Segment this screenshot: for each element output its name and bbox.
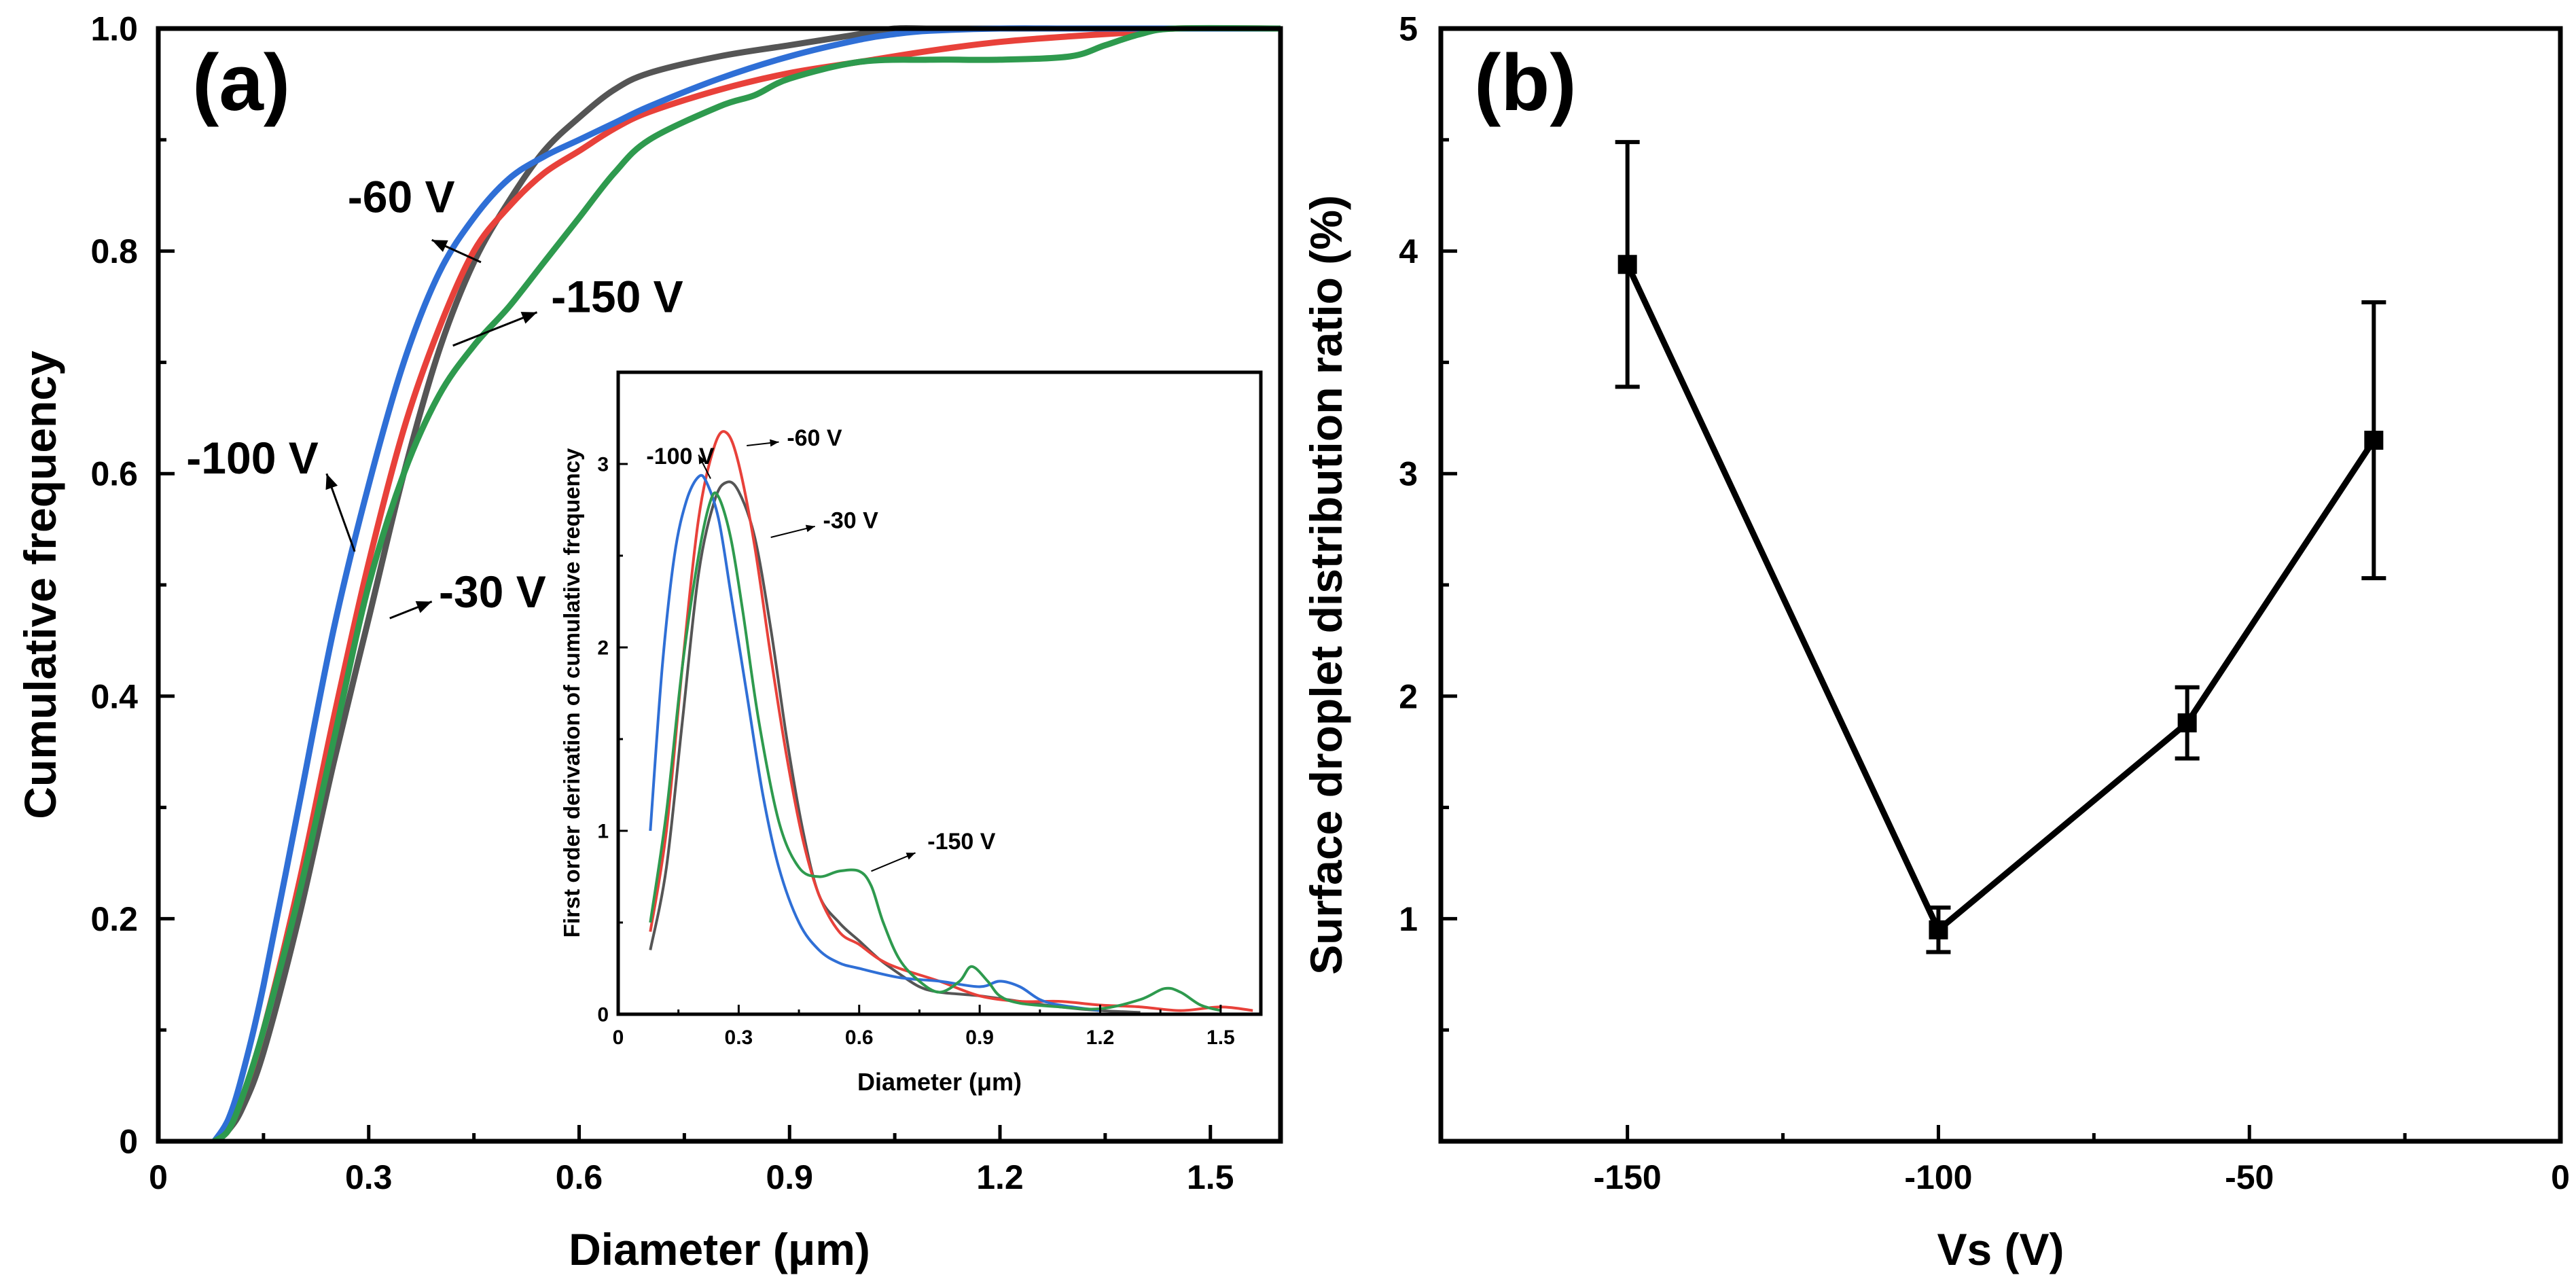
panel-b-x-tick-label: -50 [2225,1158,2274,1196]
inset-annotation-group: -100 V-60 V-30 V-150 V [646,425,996,872]
panel-a-frame [156,26,1283,1144]
inset-series-60-v [649,430,1253,1012]
inset-series-150-v [649,491,1221,1012]
panel-a-label-30v: -30 V [439,567,546,617]
inset-label-150v: -150 V [927,829,995,855]
panel-a-y-tick-label: 0 [119,1123,138,1161]
panel-a-annotation-group: -60 V -150 V -100 V -30 V [186,171,683,620]
panel-a-axes-group: 0 0.3 0.6 0.9 1.2 1.5 0 0.2 0.4 0.6 0.8 1.0 [90,10,1234,1197]
panel-b-frame [1438,26,2563,1144]
panel-a-label-60v: -60 V [348,171,455,221]
panel-b-x-tick-label: 0 [2551,1158,2570,1196]
inset-x-tick-label: 0.9 [965,1026,994,1049]
panel-b-x-tick-label: -150 [1594,1158,1662,1196]
panel-a-arrow-150v-head [520,312,537,324]
inset-arrow-30v-head [805,524,815,533]
inset-label-60v: -60 V [787,425,842,451]
panel-a-cumulative-chart: 0 0.3 0.6 0.9 1.2 1.5 0 0.2 0.4 0.6 0.8 1.0 (a) Dia… [15,10,1283,1274]
panel-a-arrow-150v-line [452,311,538,347]
panel-b-y-axis-title: Surface droplet distribution ratio (%) [1301,195,1351,975]
panel-a-label: (a) [192,38,290,128]
panel-b-x-axis-title: Vs (V) [1937,1224,2064,1274]
inset-x-tick-label: 0.3 [725,1026,753,1049]
panel-a-label-100v: -100 V [186,433,318,483]
panel-a-x-axis-title: Diameter (μm) [569,1224,870,1274]
panel-a-y-tick-label: 0.2 [90,900,138,938]
inset-frame [616,370,1263,1016]
panel-a-x-tick-label: 1.5 [1187,1158,1234,1196]
panel-a-x-tick-label: 0.9 [766,1158,813,1196]
inset-y-tick-label: 3 [597,454,609,476]
panel-b-y-tick-label: 3 [1399,455,1418,493]
inset-x-tick-label: 1.5 [1206,1026,1235,1049]
panel-a-label-150v: -150 V [551,272,683,322]
panel-a-arrow-30v-head [415,601,432,613]
inset-x-tick-label: 1.2 [1086,1026,1115,1049]
panel-b-x-tick-label: -100 [1904,1158,1972,1196]
panel-b-droplet-ratio-chart: -150 -100 -50 0 1 2 3 4 5 (b) Vs (V) Surface dro… [1301,10,2570,1275]
panel-b-data-point [2177,713,2197,733]
panel-a-series-150-v [212,24,1281,1144]
inset-x-tick-label: 0.6 [845,1026,874,1049]
inset-y-tick-label: 0 [597,1004,609,1026]
inset-background [615,372,1262,1014]
panel-b-data-point [1929,920,1948,940]
panel-a-x-tick-label: 0 [149,1158,168,1196]
inset-series-30-v [649,480,1141,1014]
panel-a-y-axis-title: Cumulative frequency [15,351,65,819]
inset-label-30v: -30 V [823,508,879,534]
panel-a-y-tick-label: 0.8 [90,232,138,270]
panel-a-x-tick-label: 0.3 [345,1158,393,1196]
panel-a-x-tick-label: 0.6 [556,1158,603,1196]
inset-arrow-150v-head [906,853,916,860]
inset-series-group [649,430,1253,1014]
panel-a-y-tick-label: 1.0 [90,10,138,48]
panel-a-arrow-100v-head [325,473,338,490]
panel-a-inset-chart: 0 0.3 0.6 0.9 1.2 1.5 0 1 2 3 Diameter (μm) First… [559,370,1263,1096]
inset-y-tick-label: 2 [597,637,609,660]
panel-b-y-tick-label: 2 [1399,677,1418,715]
panel-a-arrow-60v-head [431,240,448,252]
inset-arrow-100v-head [698,454,706,465]
panel-b-y-tick-label: 4 [1399,232,1418,270]
panel-b-y-tick-label: 5 [1399,10,1418,48]
panel-b-series-line [1624,263,2377,933]
panel-b-data-point [1617,255,1637,274]
inset-y-axis-title: First order derivation of cumulative fre… [559,448,584,937]
panel-b-data-point [2364,431,2384,450]
inset-x-axis-title: Diameter (μm) [857,1068,1022,1096]
panel-a-x-tick-label: 1.2 [976,1158,1024,1196]
panel-a-y-tick-label: 0.4 [90,677,138,715]
panel-b-label: (b) [1474,38,1577,128]
inset-x-tick-label: 0 [613,1026,624,1049]
inset-series-100-v [649,473,1101,1012]
inset-arrow-60v-head [770,439,779,447]
panel-b-axes-group: -150 -100 -50 0 1 2 3 4 5 [1399,10,2570,1197]
panel-b-y-tick-label: 1 [1399,900,1418,938]
panel-a-y-tick-label: 0.6 [90,455,138,493]
panel-b-series-group [1615,140,2386,954]
inset-y-tick-label: 1 [597,821,609,843]
